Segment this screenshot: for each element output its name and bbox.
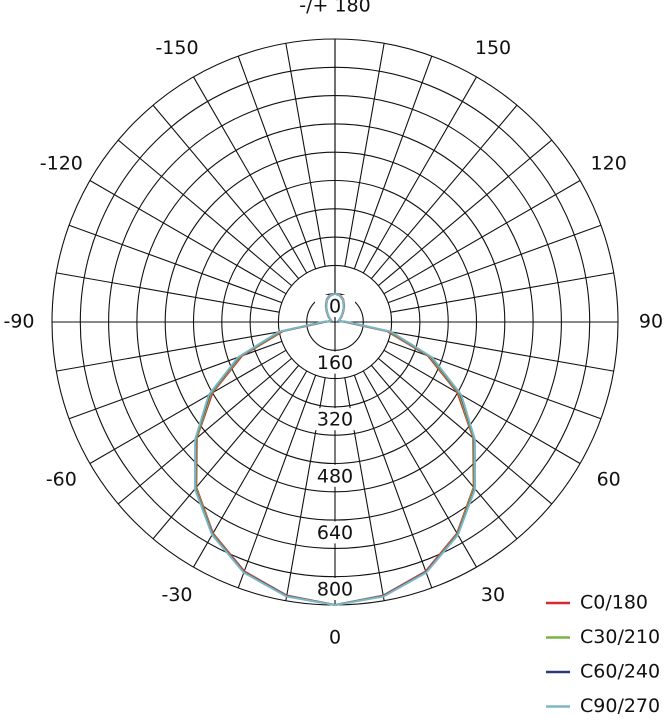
r-tick-label: 800 [317, 579, 353, 601]
radial-grid-line [387, 340, 602, 420]
radial-grid-line [89, 349, 287, 464]
radial-grid-line [117, 357, 292, 505]
legend-label: C60/240 [580, 661, 660, 683]
radial-grid-line [56, 331, 280, 372]
angle-tick-label: -/+ 180 [299, 0, 370, 17]
r-tick-label: 640 [317, 522, 353, 544]
label-bg [315, 578, 355, 600]
radial-grid-line [370, 365, 518, 540]
r-tick-label: 0 [329, 296, 341, 318]
r-tick-label: 320 [317, 409, 353, 431]
label-bg [315, 408, 355, 431]
radial-grid-line [390, 331, 614, 372]
radial-grid-line [237, 374, 317, 589]
angle-tick-label: -90 [3, 311, 34, 333]
radial-grid-line [152, 104, 300, 279]
angle-tick-label: 60 [597, 469, 621, 491]
angle-tick-label: 120 [591, 153, 627, 175]
radial-grid-line [383, 180, 581, 295]
intensity-curve [193, 292, 477, 607]
radial-grid-line [56, 272, 280, 313]
radial-grid-line [387, 224, 602, 304]
radial-grid-line [237, 55, 317, 270]
angle-tick-label: -150 [155, 37, 198, 59]
radial-grid-line [68, 340, 283, 420]
radial-grid-line [383, 349, 581, 464]
legend-label: C30/210 [580, 626, 660, 648]
angle-tick-label: 0 [329, 627, 341, 649]
label-bg [315, 295, 355, 317]
radial-grid-line [353, 374, 433, 589]
angle-tick-label: -120 [40, 153, 83, 175]
radial-grid-line [362, 76, 477, 274]
r-tick-label: 480 [317, 465, 353, 487]
radial-grid-line [353, 55, 433, 270]
radial-grid-line [370, 104, 518, 279]
radial-grid-line [378, 357, 553, 505]
angle-tick-label: -30 [161, 584, 192, 606]
legend-label: C90/270 [580, 695, 660, 717]
label-bg [315, 351, 355, 374]
radial-grid-line [193, 76, 308, 274]
angle-tick-label: 30 [481, 584, 505, 606]
angle-tick-label: -60 [46, 469, 77, 491]
radial-grid-line [285, 43, 326, 267]
label-bg [315, 464, 355, 487]
radial-grid-line [117, 139, 292, 287]
label-bg [315, 521, 355, 544]
angle-tick-label: 90 [639, 311, 663, 333]
radial-grid-line [152, 365, 300, 540]
radial-grid-line [344, 43, 385, 267]
radial-grid-line [89, 180, 287, 295]
legend-label: C0/180 [580, 592, 648, 614]
radial-grid-line [68, 224, 283, 304]
radial-grid-line [390, 272, 614, 313]
radial-grid-line [378, 139, 553, 287]
r-tick-label: 160 [317, 352, 353, 374]
angle-tick-label: 150 [475, 37, 511, 59]
